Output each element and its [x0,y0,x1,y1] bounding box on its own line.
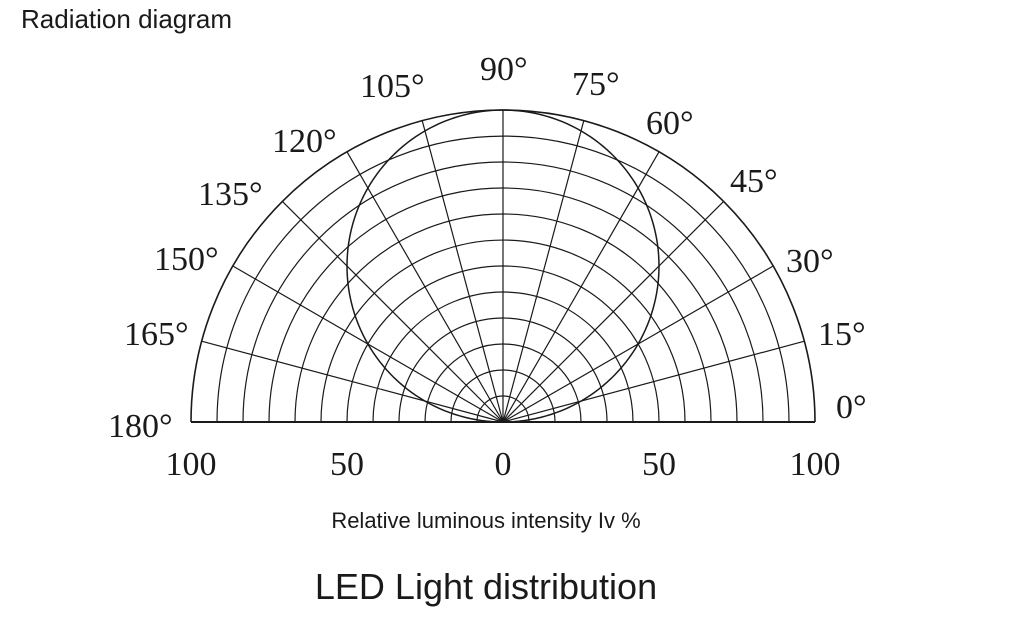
angle-label: 135° [198,176,263,213]
radial-tick-label: 0 [495,446,512,483]
grid-spoke [502,340,805,423]
angle-labels: 0° 15° 30° 45° 60° 75° 90° 105° 120°135° 150° 165°… [108,51,867,445]
angle-label: 165° [124,316,189,353]
grid-spoke [502,151,660,423]
angle-label: 120° [272,123,337,160]
radial-tick-label: 100 [166,446,217,483]
angle-label: 105° [360,68,425,105]
grid-spoke [346,151,504,423]
diagram-heading: Radiation diagram [21,4,233,34]
angle-label: 60° [646,105,694,142]
angle-label: 180° [108,408,173,445]
grid-spoke [281,200,504,423]
grid-spoke [201,340,504,423]
angle-label: 30° [786,243,834,280]
angle-label: 75° [572,66,620,103]
angle-label: 150° [154,241,219,278]
radial-tick-label: 50 [330,446,364,483]
chart-title: LED Light distribution [314,566,658,607]
radial-tick-label: 100 [790,446,841,483]
angle-label: 45° [730,163,778,200]
x-axis-label: Relative luminous intensity Iv % [331,508,641,533]
angle-label: 0° [836,389,867,426]
radial-tick-label: 50 [642,446,676,483]
grid-spoke [502,120,585,423]
angle-label: 90° [480,51,528,88]
radial-tick-labels: 100 50 0 50 100 [166,446,841,483]
angle-label: 15° [818,316,866,353]
grid-spoke [421,120,504,423]
radiation-curve [346,109,660,423]
grid-spoke [502,200,725,423]
